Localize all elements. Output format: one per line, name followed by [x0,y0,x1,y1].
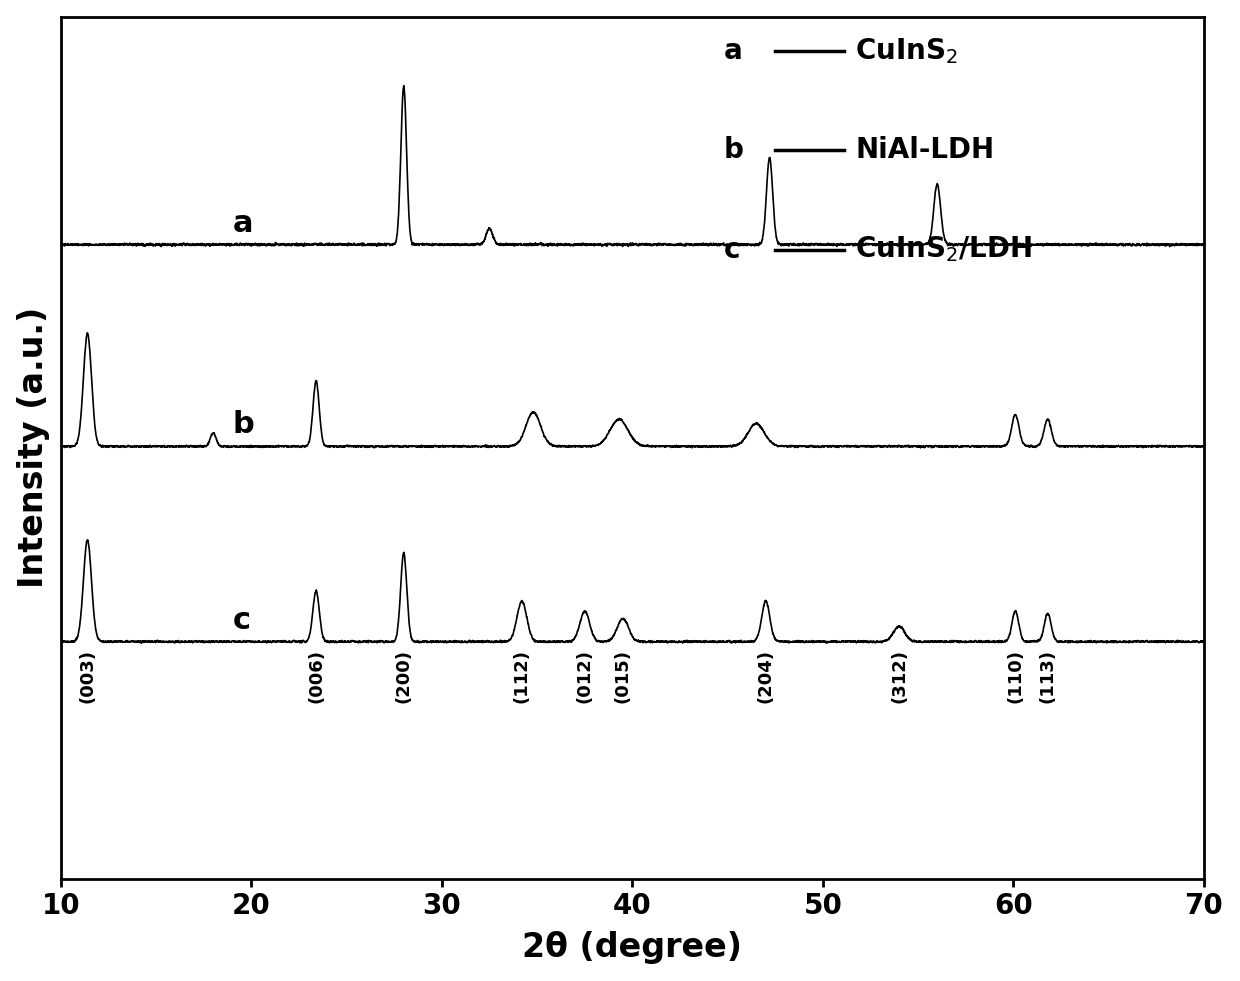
Text: (312): (312) [890,649,908,703]
Text: (112): (112) [513,649,531,703]
Text: c: c [724,235,740,264]
Text: c: c [232,605,250,635]
Text: (006): (006) [308,649,325,703]
Text: (110): (110) [1007,649,1024,703]
Text: (200): (200) [394,649,413,703]
Text: a: a [232,209,253,238]
Text: NiAl-LDH: NiAl-LDH [856,136,994,165]
Text: (015): (015) [614,649,632,703]
Text: b: b [724,136,744,165]
Y-axis label: Intensity (a.u.): Intensity (a.u.) [16,307,50,589]
Text: (003): (003) [78,649,97,703]
Text: (113): (113) [1039,649,1056,703]
Text: (012): (012) [575,649,594,703]
Text: CuInS$_2$/LDH: CuInS$_2$/LDH [856,234,1033,265]
Text: a: a [724,37,743,65]
X-axis label: 2θ (degree): 2θ (degree) [522,931,743,964]
Text: b: b [232,410,254,439]
Text: (204): (204) [756,649,775,703]
Text: CuInS$_2$: CuInS$_2$ [856,36,959,66]
